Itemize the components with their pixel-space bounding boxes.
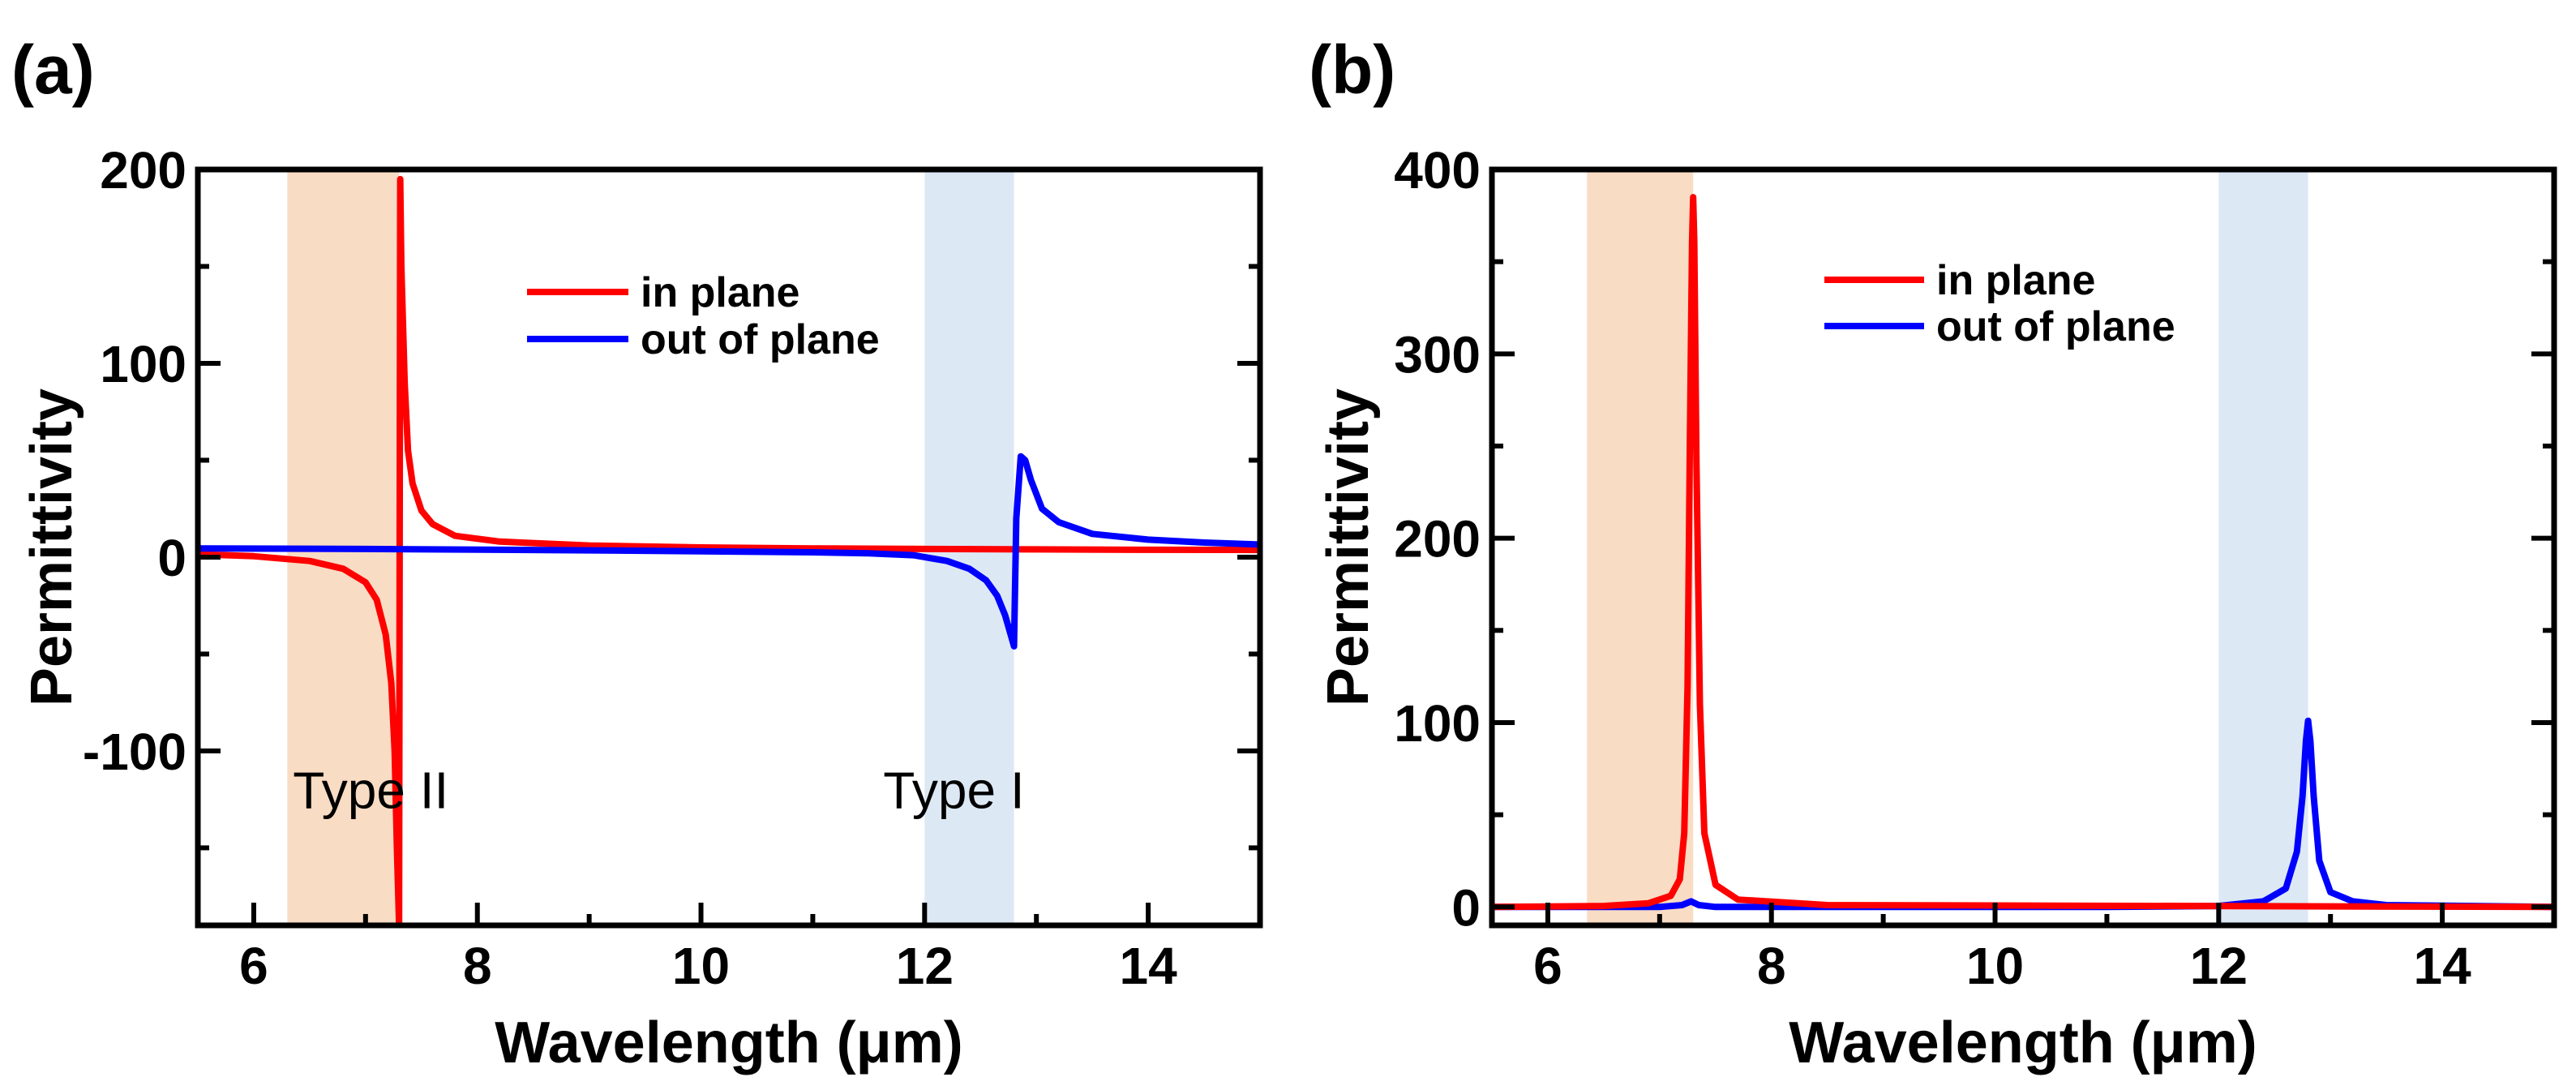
y-axis-title-b: Permittivity xyxy=(1316,388,1381,706)
series-line-out-of-plane xyxy=(1492,717,2554,911)
shaded-band-1 xyxy=(2218,170,2308,925)
legend-label-out-of-plane-b: out of plane xyxy=(1936,303,2175,350)
annotation-type-ii: Type II xyxy=(293,762,448,820)
y-tick-label: 200 xyxy=(100,141,186,200)
x-tick-label: 14 xyxy=(1120,937,1178,995)
annotation-type-i: Type I xyxy=(883,762,1024,820)
legend-label-in-plane-b: in plane xyxy=(1936,257,2095,304)
x-axis-title-b: Wavelength (μm) xyxy=(1789,1011,2257,1075)
panel-a: (a) 6 8 10 12 14 -100 0 100 200 Type II Type I W… xyxy=(11,32,1263,1075)
x-tick-label: 14 xyxy=(2414,937,2472,995)
plot-frame-a xyxy=(195,166,1263,929)
x-tick-label: 6 xyxy=(239,937,268,995)
y-tick-label: 200 xyxy=(1394,510,1481,569)
legend-label-in-plane-a: in plane xyxy=(641,269,799,316)
panel-label-b: (b) xyxy=(1309,32,1395,108)
y-tick-label: -100 xyxy=(83,723,186,781)
legend-label-out-of-plane-a: out of plane xyxy=(641,316,880,363)
plot-frame-b xyxy=(1489,166,2557,929)
series-line-in-plane xyxy=(1492,194,2554,911)
x-tick-label: 8 xyxy=(1757,937,1786,995)
y-tick-label: 0 xyxy=(157,529,186,587)
panel-b: (b) 6 8 10 12 14 0 100 200 300 400 Wavelength (μ… xyxy=(1309,32,2557,1075)
y-tick-label: 400 xyxy=(1394,141,1481,200)
y-tick-label: 100 xyxy=(100,335,186,393)
y-tick-label: 100 xyxy=(1394,694,1481,753)
x-axis-title-a: Wavelength (μm) xyxy=(495,1011,962,1075)
y-tick-label: 0 xyxy=(1451,878,1481,937)
x-tick-label: 12 xyxy=(896,937,954,995)
x-tick-label: 12 xyxy=(2190,937,2248,995)
panel-label-a: (a) xyxy=(11,32,95,108)
x-tick-label: 10 xyxy=(672,937,730,995)
shaded-band-0 xyxy=(1587,170,1694,925)
x-tick-label: 8 xyxy=(463,937,492,995)
legend-b: in plane out of plane xyxy=(1824,257,2175,350)
y-tick-label: 300 xyxy=(1394,325,1481,384)
legend-a: in plane out of plane xyxy=(527,269,880,363)
x-tick-label: 6 xyxy=(1533,937,1562,995)
series-line-in-plane xyxy=(198,175,1260,925)
x-tick-label: 10 xyxy=(1966,937,2024,995)
y-axis-title-a: Permittivity xyxy=(19,388,84,706)
series-line-out-of-plane xyxy=(198,453,1260,650)
